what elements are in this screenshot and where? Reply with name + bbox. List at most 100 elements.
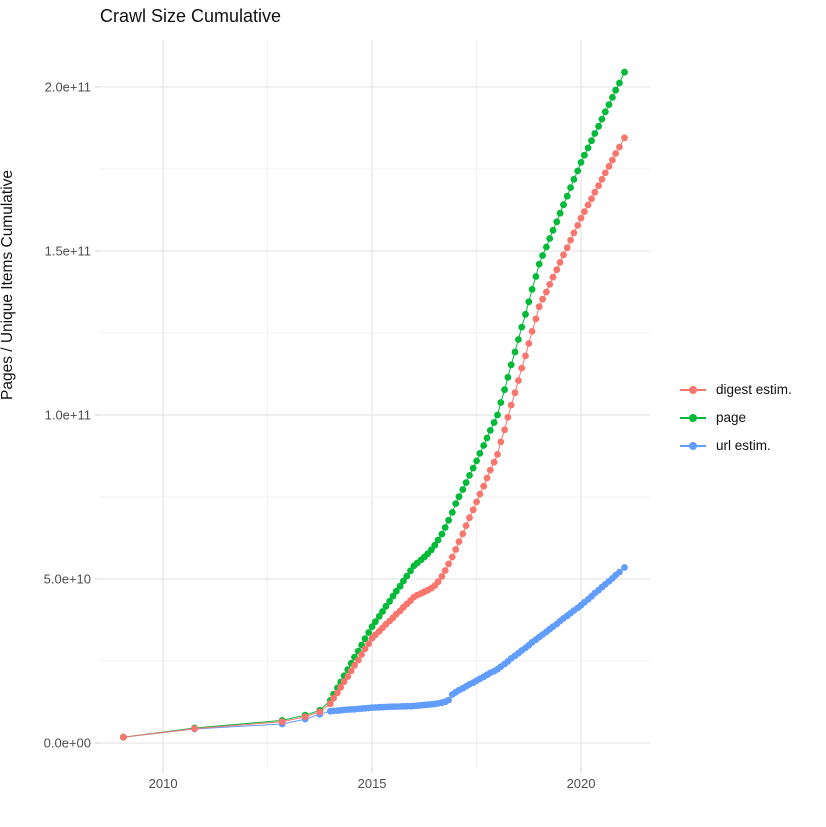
data-point-page — [546, 235, 554, 242]
data-point-digest-estim- — [494, 451, 501, 458]
data-point-page — [494, 411, 501, 419]
data-point-digest-estim- — [191, 725, 198, 732]
data-point-page — [553, 218, 561, 226]
data-point-page — [567, 184, 574, 192]
data-point-page — [483, 434, 491, 442]
data-point-page — [403, 572, 411, 580]
data-point-page — [462, 479, 470, 486]
data-point-page — [595, 122, 602, 130]
data-point-url-estim- — [621, 564, 628, 571]
data-point-url-estim- — [616, 568, 623, 576]
data-point-page — [535, 260, 543, 268]
data-point-page — [392, 587, 400, 595]
data-point-digest-estim- — [563, 244, 571, 252]
legend: digest estim. page url estim. — [680, 380, 792, 455]
data-point-page — [431, 541, 439, 549]
data-point-page — [515, 336, 522, 343]
data-point-digest-estim- — [595, 182, 602, 190]
data-point-digest-estim- — [507, 401, 515, 409]
data-point-digest-estim- — [476, 490, 484, 498]
data-point-page — [441, 524, 449, 531]
data-point-digest-estim- — [448, 553, 456, 561]
data-point-page — [497, 399, 505, 406]
data-point-digest-estim- — [528, 327, 536, 335]
series-line-digest-estim- — [123, 137, 625, 738]
data-point-digest-estim- — [351, 661, 358, 669]
data-point-digest-estim- — [539, 295, 546, 303]
data-point-digest-estim- — [598, 176, 606, 183]
data-point-page — [466, 472, 473, 479]
data-point-page — [386, 597, 393, 605]
data-point-page — [612, 86, 620, 94]
data-point-page — [372, 618, 379, 626]
data-point-digest-estim- — [616, 143, 623, 151]
data-point-digest-estim- — [570, 229, 578, 237]
data-point-page — [476, 450, 484, 457]
data-point-page — [616, 79, 623, 87]
data-point-page — [601, 108, 609, 116]
data-point-digest-estim- — [486, 466, 494, 474]
y-tick-label: 1.0e+11 — [45, 407, 91, 422]
data-point-page — [448, 509, 456, 516]
legend-item-digest-estim-: digest estim. — [680, 380, 792, 399]
chart-title: Crawl Size Cumulative — [100, 6, 282, 26]
legend-key-icon — [680, 408, 706, 427]
data-point-page — [560, 201, 567, 209]
data-point-page — [621, 68, 628, 76]
data-point-digest-estim- — [326, 700, 334, 708]
x-tick-label: 2010 — [149, 776, 178, 791]
data-point-page — [556, 209, 564, 217]
data-point-page — [375, 613, 383, 620]
data-point-page — [543, 243, 550, 251]
y-tick-label: 2.0e+11 — [45, 79, 91, 94]
data-point-page — [563, 192, 571, 200]
data-point-digest-estim- — [574, 222, 582, 229]
data-point-digest-estim- — [301, 713, 309, 721]
data-point-page — [584, 144, 592, 152]
data-point-digest-estim- — [605, 162, 613, 170]
data-point-page — [480, 442, 488, 449]
data-point-digest-estim- — [344, 673, 352, 680]
data-point-page — [469, 464, 477, 472]
legend-label: digest estim. — [716, 382, 792, 397]
data-point-digest-estim- — [556, 259, 564, 266]
data-point-digest-estim- — [581, 208, 588, 216]
data-point-page — [525, 298, 533, 306]
data-point-digest-estim- — [609, 156, 616, 164]
data-point-page — [581, 151, 588, 159]
data-point-page — [598, 115, 606, 123]
legend-label: page — [716, 410, 747, 425]
data-point-digest-estim- — [553, 266, 561, 274]
data-point-page — [490, 419, 498, 426]
y-tick-label: 5.0e+10 — [44, 572, 91, 587]
legend-item-url-estim-: url estim. — [680, 436, 792, 455]
data-point-page — [365, 629, 373, 636]
data-point-url-estim- — [445, 696, 452, 704]
data-point-page — [574, 167, 582, 175]
data-point-digest-estim- — [522, 352, 529, 360]
data-point-page — [459, 486, 467, 493]
data-point-digest-estim- — [612, 150, 620, 157]
data-point-digest-estim- — [316, 708, 324, 716]
data-point-page — [396, 582, 404, 590]
data-point-page — [588, 137, 595, 145]
data-point-page — [522, 310, 529, 318]
data-point-digest-estim- — [483, 474, 491, 482]
data-point-digest-estim- — [567, 236, 574, 244]
data-point-digest-estim- — [365, 640, 373, 648]
data-point-digest-estim- — [511, 389, 519, 397]
data-point-page — [368, 623, 376, 630]
data-point-digest-estim- — [358, 651, 365, 658]
data-point-page — [507, 361, 515, 369]
data-point-page — [511, 348, 519, 356]
data-point-digest-estim- — [525, 340, 533, 347]
data-point-digest-estim- — [340, 678, 348, 686]
data-point-page — [455, 493, 463, 501]
data-point-digest-estim- — [490, 458, 498, 466]
data-point-page — [473, 457, 480, 465]
data-point-digest-estim- — [441, 567, 449, 574]
legend-key-dot — [689, 413, 697, 422]
data-point-page — [434, 536, 442, 544]
